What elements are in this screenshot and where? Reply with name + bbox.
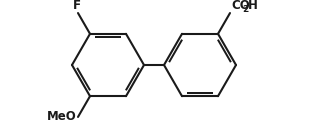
Text: 2: 2 (242, 5, 248, 14)
Text: CO: CO (231, 0, 250, 12)
Text: F: F (73, 0, 81, 12)
Text: MeO: MeO (47, 110, 77, 124)
Text: H: H (248, 0, 258, 12)
